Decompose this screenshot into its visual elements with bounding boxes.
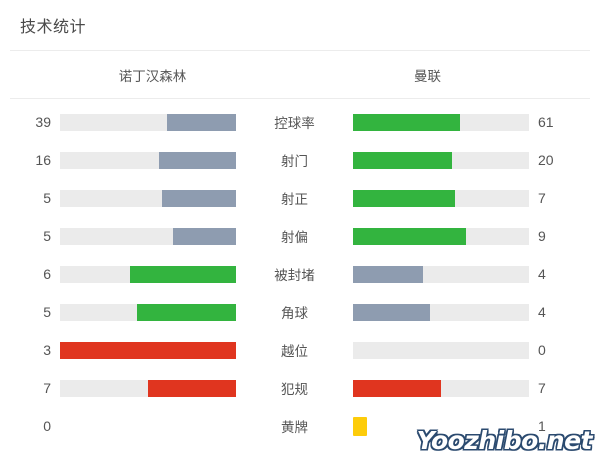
- panel-header: 技术统计: [0, 0, 600, 50]
- stat-bar-home: [60, 379, 236, 397]
- team-name-home: 诺丁汉森林: [118, 68, 187, 84]
- stat-bar-away: [353, 341, 529, 359]
- bar-track: [353, 341, 529, 359]
- bar-fill: [148, 379, 236, 397]
- stat-value-away: 0: [538, 342, 546, 358]
- bar-fill: [353, 189, 456, 207]
- stat-value-home: 39: [35, 114, 51, 130]
- table-row: 39 控球率 61: [0, 103, 600, 141]
- stat-bar-home: [60, 418, 236, 435]
- bar-fill: [167, 113, 236, 131]
- stat-value-home: 3: [43, 342, 51, 358]
- stat-label: 越位: [281, 344, 308, 359]
- stat-bar-away: [353, 416, 529, 436]
- stat-label: 角球: [281, 306, 308, 321]
- stat-bar-away: [353, 113, 529, 131]
- bar-fill: [353, 303, 431, 321]
- table-row: 0 黄牌 1: [0, 407, 600, 445]
- stat-value-away: 7: [538, 380, 546, 396]
- bar-fill: [130, 265, 236, 283]
- table-row: 5 射正 7: [0, 179, 600, 217]
- stat-bar-home: [60, 227, 236, 245]
- stat-bar-away: [353, 379, 529, 397]
- stat-value-away: 1: [538, 418, 546, 434]
- stat-bar-away: [353, 303, 529, 321]
- stat-value-away: 9: [538, 228, 546, 244]
- stat-value-away: 7: [538, 190, 546, 206]
- bar-fill: [172, 227, 236, 245]
- stat-bar-home: [60, 303, 236, 321]
- table-row: 3 越位 0: [0, 331, 600, 369]
- stat-label: 射偏: [281, 230, 308, 245]
- bar-fill: [158, 151, 236, 169]
- bar-fill: [353, 379, 441, 397]
- header-divider-top: [10, 50, 590, 51]
- table-row: 5 射偏 9: [0, 217, 600, 255]
- stat-rows: 39 控球率 61 16 射门 20 5 射正 7 5 射偏 9 6 被封堵 4 5 角球 4 3 越位 0 7 犯规 7 0 黄…: [0, 99, 600, 445]
- stat-value-home: 16: [35, 152, 51, 168]
- stat-value-home: 5: [43, 190, 51, 206]
- table-row: 16 射门 20: [0, 141, 600, 179]
- bar-fill: [353, 151, 452, 169]
- stat-value-home: 5: [43, 228, 51, 244]
- stat-bar-home: [60, 189, 236, 207]
- table-row: 5 角球 4: [0, 293, 600, 331]
- stat-value-home: 6: [43, 266, 51, 282]
- bar-fill: [353, 113, 461, 131]
- stat-value-away: 61: [538, 114, 554, 130]
- stat-bar-away: [353, 265, 529, 283]
- stat-bar-home: [60, 341, 236, 359]
- stat-label: 被封堵: [274, 268, 315, 283]
- stat-label: 射正: [281, 192, 308, 207]
- yellow-card-icon: [353, 416, 367, 436]
- bar-fill: [60, 341, 236, 359]
- stat-label: 射门: [281, 154, 308, 169]
- stat-value-away: 4: [538, 266, 546, 282]
- stat-bar-home: [60, 151, 236, 169]
- team-header-row: 诺丁汉森林 曼联: [0, 51, 600, 98]
- stat-bar-away: [353, 189, 529, 207]
- header-divider-bottom: [10, 98, 590, 99]
- stat-bar-away: [353, 227, 529, 245]
- stat-bar-away: [353, 151, 529, 169]
- stat-value-away: 4: [538, 304, 546, 320]
- bar-fill: [162, 189, 236, 207]
- table-row: 7 犯规 7: [0, 369, 600, 407]
- team-name-away: 曼联: [414, 68, 441, 84]
- bar-fill: [353, 227, 466, 245]
- stat-value-home: 7: [43, 380, 51, 396]
- bar-fill: [137, 303, 236, 321]
- stat-label: 控球率: [274, 116, 315, 131]
- stat-label: 犯规: [281, 382, 308, 397]
- stat-bar-home: [60, 113, 236, 131]
- stat-value-home: 0: [43, 418, 51, 434]
- page-title: 技术统计: [20, 19, 87, 36]
- bar-fill: [353, 265, 424, 283]
- stat-value-home: 5: [43, 304, 51, 320]
- stat-value-away: 20: [538, 152, 554, 168]
- table-row: 6 被封堵 4: [0, 255, 600, 293]
- stat-bar-home: [60, 265, 236, 283]
- stat-label: 黄牌: [281, 420, 308, 435]
